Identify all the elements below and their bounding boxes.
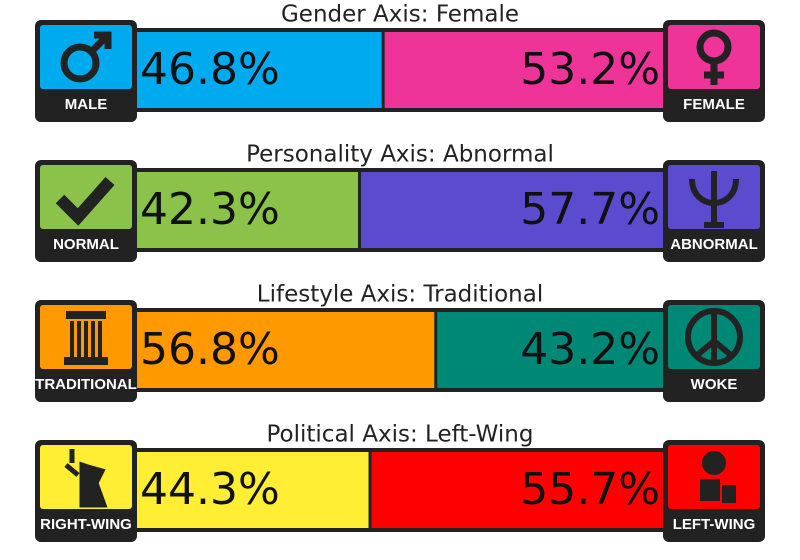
percent-left: 56.8%: [140, 324, 280, 375]
icon-shape: [89, 31, 112, 54]
icon-shape: [689, 171, 739, 228]
percent-left: 44.3%: [140, 464, 280, 515]
percent-left: 46.8%: [140, 44, 280, 95]
icon-shape: [60, 43, 100, 83]
icon-bg: [40, 165, 132, 229]
icon-shape: [66, 311, 106, 319]
icon-label: WOKE: [691, 376, 738, 393]
bar-left: [137, 312, 436, 388]
axis-title: Personality Axis: Abnormal: [246, 142, 554, 168]
icon-shape: [91, 321, 95, 357]
icon: [64, 449, 108, 508]
icon-label: FEMALE: [683, 96, 745, 113]
axis-title: Political Axis: Left-Wing: [267, 422, 534, 448]
icon-shape: [98, 321, 102, 357]
icon: [60, 31, 112, 83]
percent-right: 53.2%: [520, 44, 660, 95]
bar-right: [435, 312, 663, 388]
bar-right: [359, 172, 663, 248]
icon-label: RIGHT-WING: [40, 516, 132, 533]
icon-shape: [64, 449, 108, 508]
icon-label: LEFT-WING: [673, 516, 756, 533]
icon: [55, 177, 115, 226]
icon: [689, 171, 739, 228]
icon-bg: [668, 25, 760, 89]
bar-left: [137, 32, 384, 108]
icon-label: TRADITIONAL: [35, 376, 137, 393]
percent-right: 43.2%: [520, 324, 660, 375]
bar-right: [370, 452, 663, 528]
axis-title: Lifestyle Axis: Traditional: [257, 282, 543, 308]
icon-bg: [668, 445, 760, 509]
icon-label: MALE: [65, 96, 108, 113]
percent-right: 55.7%: [520, 464, 660, 515]
icon-shape: [64, 357, 108, 365]
icon: [700, 451, 736, 503]
bar-left: [137, 452, 371, 528]
icon-shape: [704, 61, 724, 85]
icon-shape: [77, 321, 81, 357]
icon: [685, 308, 743, 366]
icon-shape: [84, 321, 88, 357]
percent-right: 57.7%: [520, 184, 660, 235]
icon-label: ABNORMAL: [670, 236, 758, 253]
percent-left: 42.3%: [140, 184, 280, 235]
icon: [64, 311, 108, 365]
axis-title: Gender Axis: Female: [281, 2, 519, 28]
icon: [696, 29, 732, 85]
icon-shape: [55, 177, 115, 226]
icon-shape: [702, 451, 726, 475]
bar-left: [137, 172, 360, 248]
icon-shape: [694, 311, 734, 363]
icon-shape: [700, 479, 720, 501]
icon-shape: [70, 321, 74, 357]
icon-label: NORMAL: [53, 236, 119, 253]
icon-shape: [722, 485, 736, 503]
bar-right: [383, 32, 663, 108]
